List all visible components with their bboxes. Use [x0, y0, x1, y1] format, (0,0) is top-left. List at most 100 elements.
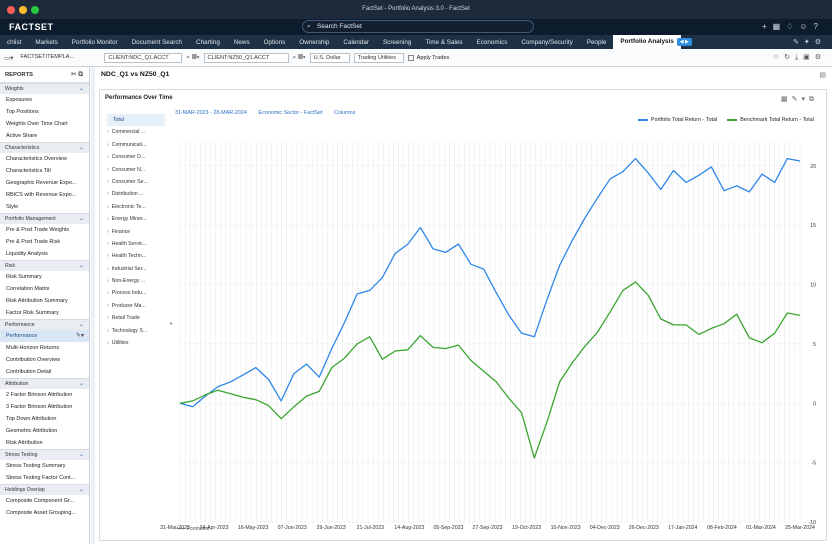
tree-item-non-energy[interactable]: › Non-Energy ... [107, 275, 165, 287]
tree-item-consumer-d[interactable]: › Consumer D... [107, 151, 165, 163]
tab-document-search[interactable]: Document Search [131, 38, 183, 46]
sidebar-item-top-positions[interactable]: Top Positions [0, 106, 89, 118]
tab-news[interactable]: News [233, 38, 250, 46]
collapse-tree-icon[interactable]: ▸ [170, 321, 174, 327]
sidebar-splitter[interactable] [91, 67, 95, 544]
benchmark-search-icon[interactable]: ⌕ ▦▾ [292, 53, 306, 61]
sidebar-item-rbics-with-revenue-expo[interactable]: RBICS with Revenue Expo... [0, 189, 89, 201]
tab-economics[interactable]: Economics [476, 38, 508, 46]
date-range-link[interactable]: 31-MAR-2023 - 28-MAR-2024 [175, 110, 247, 116]
chevron-right-icon[interactable]: › [107, 129, 109, 136]
tab-markets[interactable]: Markets [35, 38, 58, 46]
sidebar-item-weights-over-time-chart[interactable]: Weights Over Time Chart [0, 118, 89, 130]
tree-item-consumer-n[interactable]: › Consumer N... [107, 164, 165, 176]
chevron-right-icon[interactable]: › [107, 154, 109, 161]
section-risk[interactable]: Risk ⌄ [0, 260, 89, 271]
zoom-window-button[interactable] [31, 6, 39, 14]
tab-screening[interactable]: Screening [382, 38, 412, 46]
account-search-icon[interactable]: ⌕ ▦▾ [186, 53, 200, 61]
sidebar-item-stress-testing-summary[interactable]: Stress Testing Summary [0, 460, 89, 472]
tree-item-finance[interactable]: › Finance [107, 226, 165, 238]
pin-icon[interactable]: ✦ [803, 39, 815, 46]
tab-portfolio-analysis[interactable]: Portfolio Analysis [613, 35, 681, 49]
columns-link[interactable]: Columns [334, 110, 356, 116]
chevron-right-icon[interactable]: › [107, 141, 109, 148]
chevron-right-icon[interactable]: › [107, 191, 109, 198]
scissors-icon[interactable]: ✂ ⧉ [71, 71, 83, 78]
sidebar-item-top-down-attribution[interactable]: Top Down Attribution [0, 413, 89, 425]
sidebar-item-risk-attribution[interactable]: Risk Attribution [0, 437, 89, 449]
section-weights[interactable]: Weights ⌄ [0, 83, 89, 94]
chevron-right-icon[interactable]: › [107, 290, 109, 297]
tab-calendar[interactable]: Calendar [343, 38, 369, 46]
folder-icon[interactable]: ▭▾ [4, 54, 14, 62]
sidebar-item-multi-horizon-returns[interactable]: Multi-Horizon Returns [0, 342, 89, 354]
sidebar-item-composite-component-gr[interactable]: Composite Component Gr... [0, 495, 89, 507]
save-icon[interactable]: ▣ [803, 54, 815, 61]
currency-select[interactable]: U.S. Dollar [309, 52, 350, 63]
trading-utilities-select[interactable]: Trading Utilities [353, 52, 404, 63]
tree-item-process-indu[interactable]: › Process Indu... [107, 287, 165, 299]
sidebar-item-characteristics-tilt[interactable]: Characteristics Tilt [0, 165, 89, 177]
refresh-icon[interactable]: ↻ [784, 54, 795, 61]
sidebar-item-correlation-matrix[interactable]: Correlation Matrix [0, 283, 89, 295]
sidebar-item-exposures[interactable]: Exposures [0, 94, 89, 106]
tab-arrows[interactable]: ◀ ▶ [676, 38, 692, 46]
table-icon[interactable]: ▦ [780, 96, 792, 103]
bell-icon[interactable]: ♢ [786, 22, 800, 31]
user-icon[interactable]: ☺ [799, 22, 814, 31]
portfolio-account-input[interactable]: CLIENT:NDC_Q1.ACCT [104, 52, 183, 63]
tree-item-commercial[interactable]: › Commercial ... [107, 126, 165, 138]
chevron-right-icon[interactable]: › [107, 166, 109, 173]
sidebar-item-factor-risk-summary[interactable]: Factor Risk Summary [0, 307, 89, 319]
tab-charting[interactable]: Charting [196, 38, 220, 46]
grouping-link[interactable]: Economic Sector - FactSet [258, 110, 323, 116]
plus-icon[interactable]: + [761, 22, 773, 31]
sidebar-item-characteristics-overview[interactable]: Characteristics Overview [0, 153, 89, 165]
chevron-right-icon[interactable]: › [107, 253, 109, 260]
section-performance[interactable]: Performance ⌄ [0, 319, 89, 330]
section-holdings-overlap[interactable]: Holdings Overlap ⌄ [0, 484, 89, 495]
tree-item-distribution[interactable]: › Distribution ... [107, 188, 165, 200]
chevron-right-icon[interactable]: › [107, 228, 109, 235]
section-characteristics[interactable]: Characteristics ⌄ [0, 142, 89, 153]
document-path[interactable]: FACTSET/TEMPLA... [20, 53, 75, 60]
close-window-button[interactable] [7, 6, 15, 14]
chevron-right-icon[interactable]: › [107, 265, 109, 272]
chevron-down-icon[interactable]: ⌄ [78, 263, 84, 269]
tab-chlist[interactable]: chlist [7, 38, 22, 46]
pin-icon[interactable]: ✎▾ [75, 333, 84, 339]
star-icon[interactable]: ☆ [772, 54, 785, 61]
tab-ownership[interactable]: Ownership [299, 38, 330, 46]
sidebar-item-2-factor-brinson-attribution[interactable]: 2 Factor Brinson Attribution [0, 389, 89, 401]
tab-time-sales[interactable]: Time & Sales [425, 38, 463, 46]
tab-options[interactable]: Options [263, 38, 286, 46]
chevron-down-icon[interactable]: ⌄ [78, 381, 84, 387]
chevron-right-icon[interactable]: › [107, 327, 109, 334]
sidebar-item-stress-testing-factor-cont[interactable]: Stress Testing Factor Cont... [0, 472, 89, 484]
tree-item-communicati[interactable]: › Communicati... [107, 139, 165, 151]
help-icon[interactable]: ? [813, 22, 824, 31]
tree-item-producer-ma[interactable]: › Producer Ma... [107, 300, 165, 312]
benchmark-account-input[interactable]: CLIENT:NZ50_Q1.ACCT [203, 52, 289, 63]
sidebar-item-3-factor-brinson-attribution[interactable]: 3 Factor Brinson Attribution [0, 401, 89, 413]
tree-item-total[interactable]: Total [107, 114, 165, 127]
search-input[interactable]: ⌕ Search FactSet [302, 20, 534, 33]
tree-item-energy-miner[interactable]: › Energy Miner... [107, 213, 165, 225]
tree-item-industrial-ser[interactable]: › Industrial Ser... [107, 263, 165, 275]
minimize-window-button[interactable] [19, 6, 27, 14]
tree-item-consumer-se[interactable]: › Consumer Se... [107, 176, 165, 188]
wrench-icon[interactable]: ✎ [792, 39, 804, 46]
sidebar-item-risk-attribution-summary[interactable]: Risk Attribution Summary [0, 295, 89, 307]
tree-item-retail-trade[interactable]: › Retail Trade [107, 312, 165, 324]
sidebar-item-geometric-attribution[interactable]: Geometric Attribution [0, 425, 89, 437]
report-icon[interactable]: ▤ [819, 72, 826, 79]
sidebar-item-liquidity-analysis[interactable]: Liquidity Analysis [0, 248, 89, 260]
sidebar-item-pre-post-trade-risk[interactable]: Pre & Post Trade Risk [0, 236, 89, 248]
tab-company-security[interactable]: Company/Security [521, 38, 573, 46]
section-attribution[interactable]: Attribution ⌄ [0, 378, 89, 389]
chevron-right-icon[interactable]: › [107, 302, 109, 309]
tab-people[interactable]: People [586, 38, 607, 46]
chevron-right-icon[interactable]: › [107, 178, 109, 185]
sidebar-item-composite-asset-grouping[interactable]: Composite Asset Grouping... [0, 507, 89, 519]
